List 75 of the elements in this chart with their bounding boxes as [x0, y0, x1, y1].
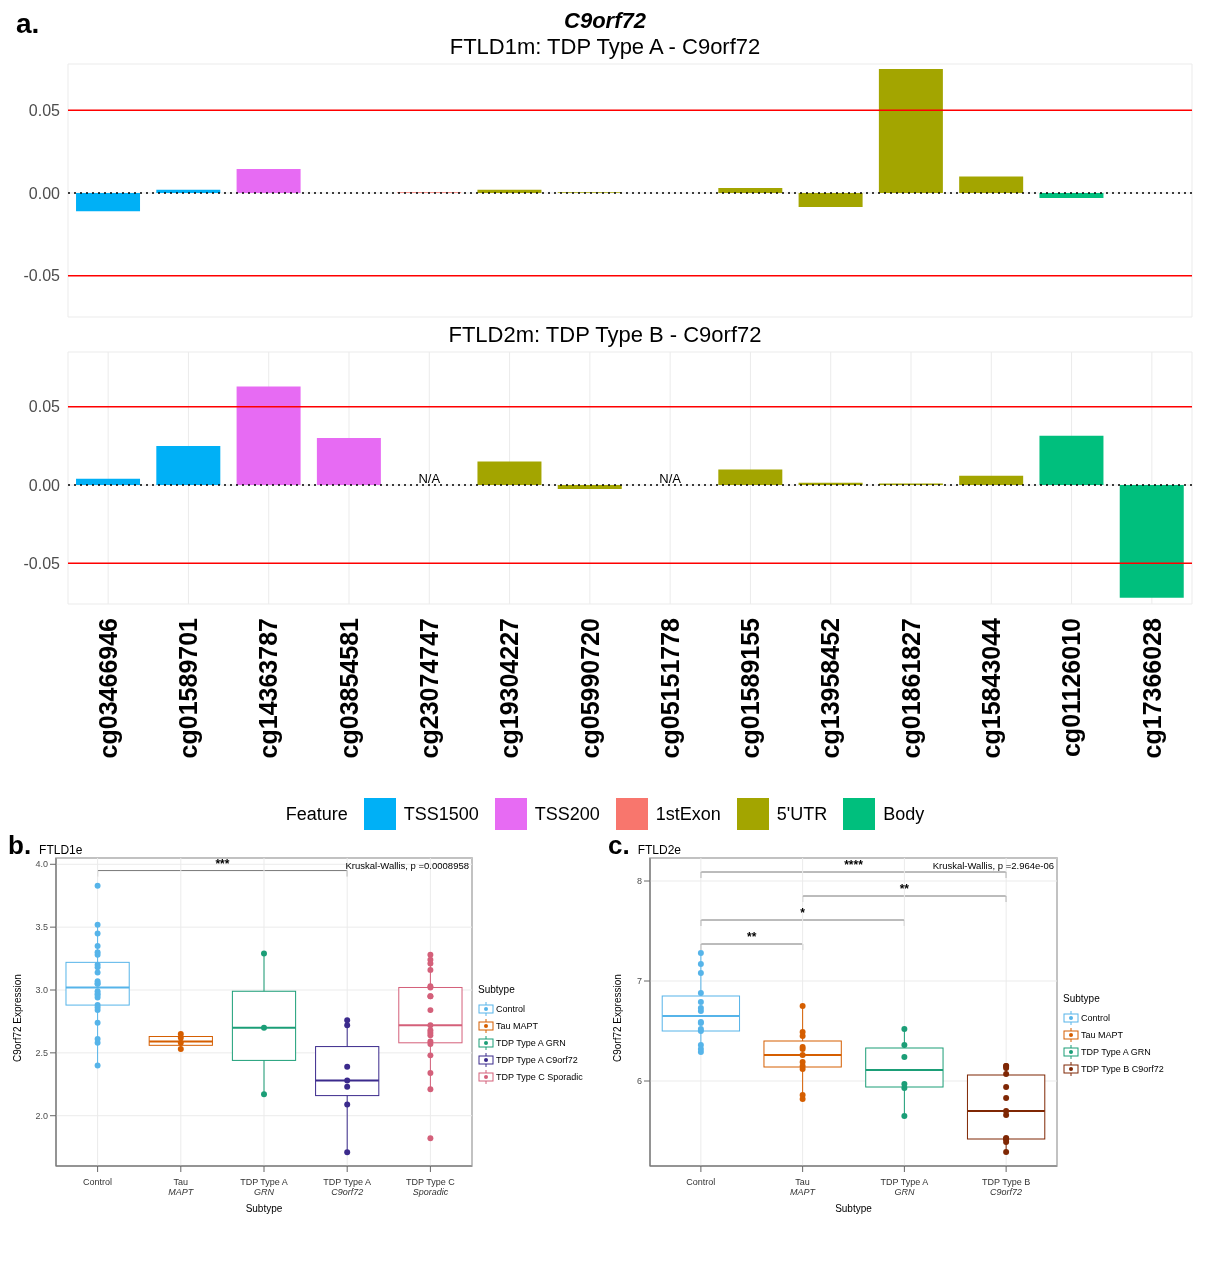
y-tick-label: 3.0 [35, 985, 48, 996]
y-tick-label: 6 [636, 1076, 642, 1087]
annotation: Kruskal-Wallis, p =2.964e-06 [932, 860, 1054, 871]
legend-label: TDP Type A GRN [1081, 1046, 1151, 1057]
x-tick-label: TDP Type B C9orf72 [982, 1177, 1031, 1198]
legend-label: TDP Type C Sporadic [496, 1072, 583, 1082]
legend-label: TSS1500 [403, 803, 479, 825]
x-tick-label: cg13958452 [816, 618, 845, 759]
annotation: N/A [418, 471, 441, 487]
x-axis-title: Subtype [245, 1203, 283, 1214]
x-tick-label: Tau MAPT [790, 1177, 817, 1198]
x-tick-label: cg17366028 [1137, 617, 1166, 759]
y-tick-label: 4.0 [35, 859, 48, 870]
y-axis-title: C9orf72 Expression [611, 974, 623, 1062]
legend-title: Subtype [1063, 992, 1100, 1004]
chart-title: FTLD2m: TDP Type B - C9orf72 [447, 322, 763, 348]
y-axis-title: C9orf72 Expression [11, 974, 23, 1062]
x-axis-title: Subtype [835, 1203, 873, 1214]
x-tick-label: TDP Type A GRN [880, 1177, 929, 1198]
legend-label: 1stExon [655, 803, 721, 825]
x-tick-label: TDP Type A GRN [240, 1177, 288, 1198]
legend-label: TDP Type A GRN [496, 1038, 566, 1048]
chart-subtitle: FTLD1m: TDP Type A - C9orf72 [449, 34, 761, 59]
y-tick-label: 0.00 [28, 476, 61, 494]
chart-title: C9orf72 [564, 8, 646, 33]
legend-label: Tau MAPT [1081, 1029, 1124, 1040]
text: c. [608, 830, 630, 861]
text: b. [8, 830, 32, 861]
y-tick-label: -0.05 [23, 267, 61, 285]
legend-label: TDP Type B C9orf72 [1081, 1063, 1164, 1074]
x-tick-label: TDP Type C Sporadic [406, 1177, 456, 1198]
legend-label: Control [496, 1004, 526, 1014]
y-tick-label: 2.0 [35, 1110, 48, 1121]
legend-label: Tau MAPT [496, 1021, 539, 1031]
legend-label: TSS200 [534, 803, 600, 825]
x-tick-label: cg19304227 [495, 618, 524, 759]
annotation: Kruskal-Wallis, p =0.0008958 [345, 860, 469, 871]
x-tick-label: cg15843044 [977, 617, 1006, 759]
y-tick-label: 3.5 [35, 922, 48, 933]
x-tick-label: TDP Type A C9orf72 [323, 1177, 372, 1198]
y-tick-label: 0.05 [28, 398, 61, 416]
x-tick-label: cg14363787 [254, 618, 283, 759]
legend-label: Control [1081, 1012, 1111, 1023]
legend-label: TDP Type A C9orf72 [496, 1055, 578, 1065]
legend-title: Feature [285, 803, 348, 825]
x-tick-label: Tau MAPT [168, 1177, 195, 1198]
legend-title: Subtype [478, 984, 515, 995]
x-tick-label: cg05990720 [575, 618, 604, 759]
y-tick-label: 8 [636, 876, 642, 887]
annotation: * [800, 906, 806, 920]
x-tick-label: cg05151778 [655, 617, 684, 759]
y-tick-label: 7 [636, 976, 642, 987]
annotation: *** [215, 856, 230, 871]
y-tick-label: 0.00 [28, 184, 61, 202]
y-tick-label: -0.05 [23, 554, 61, 572]
x-tick-label: cg23074747 [415, 618, 444, 759]
x-tick-label: cg01589155 [736, 617, 765, 759]
chart-title: FTLD2e [637, 843, 682, 857]
x-tick-label: Control [686, 1177, 716, 1188]
annotation: ** [747, 930, 757, 944]
x-tick-label: cg03466946 [93, 618, 122, 759]
x-tick-label: cg03854581 [334, 617, 363, 759]
annotation: N/A [659, 471, 682, 487]
y-tick-label: 2.5 [35, 1048, 48, 1059]
y-tick-label: 0.05 [28, 101, 61, 119]
text: a. [16, 8, 40, 40]
legend-label: 5'UTR [776, 803, 828, 825]
legend-label: Body [883, 803, 925, 825]
x-tick-label: cg01126010 [1057, 618, 1086, 758]
x-tick-label: Control [83, 1177, 113, 1188]
chart-title: FTLD1e [39, 843, 83, 857]
annotation: ** [899, 882, 910, 896]
x-tick-label: cg01861827 [896, 618, 925, 759]
annotation: **** [844, 858, 864, 872]
x-tick-label: cg01589701 [174, 617, 203, 759]
